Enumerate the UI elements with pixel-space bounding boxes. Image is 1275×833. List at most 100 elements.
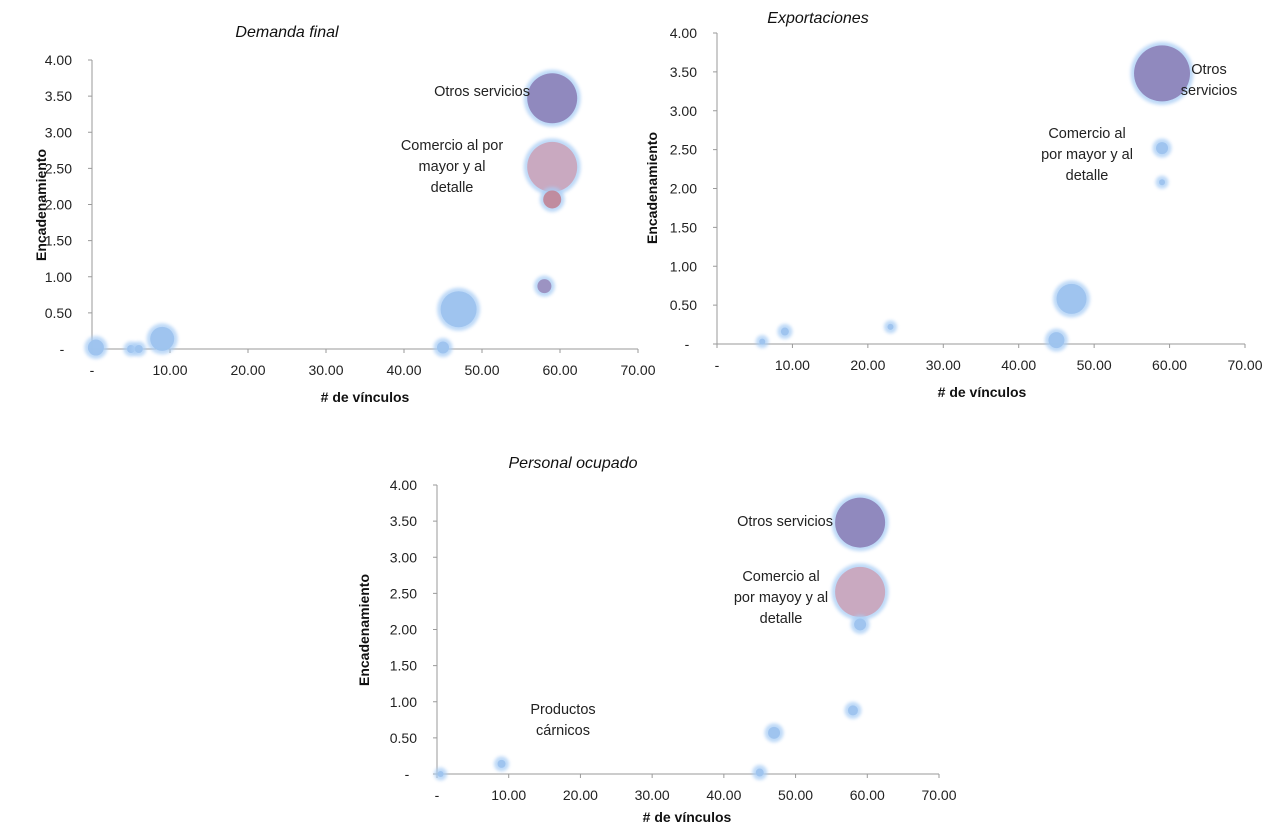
annotation-label: Comercio al por mayoy y al detalle xyxy=(734,569,828,627)
x-tick-label: 60.00 xyxy=(542,362,577,378)
y-tick-label: 4.00 xyxy=(670,25,697,41)
annotation-line: por mayor y al xyxy=(1041,147,1133,163)
y-tick-label: 2.00 xyxy=(390,622,417,638)
bubble-core xyxy=(847,705,858,716)
bubble-core xyxy=(497,759,506,768)
y-tick-label: 1.50 xyxy=(670,219,697,235)
annotation-label: Comercio al por mayor y al detalle xyxy=(1041,126,1133,184)
annotation-line: detalle xyxy=(431,180,474,196)
bubble-point xyxy=(437,287,481,331)
bubble-core xyxy=(440,291,477,328)
annotation-line: Otros servicios xyxy=(737,514,833,530)
bubble-point xyxy=(146,323,178,355)
y-tick-label: 4.00 xyxy=(45,52,72,68)
x-tick-label: 50.00 xyxy=(778,787,813,803)
y-tick-label: 2.00 xyxy=(45,197,72,213)
x-tick-label: - xyxy=(90,362,95,378)
y-tick-label: 0.50 xyxy=(670,297,697,313)
y-tick-label: 3.50 xyxy=(45,88,72,104)
annotation-line: por mayoy y al xyxy=(734,590,828,606)
bubble-core xyxy=(527,73,578,124)
bubble-core xyxy=(887,323,894,330)
bubble-point xyxy=(131,341,147,357)
annotation-label: Comercio al por mayor y al detalle xyxy=(401,138,504,196)
y-tick-label: 2.50 xyxy=(45,160,72,176)
annotation-label: Otros servicios xyxy=(737,514,833,530)
bubble-point xyxy=(1044,328,1068,352)
annotation-line: Otros servicios xyxy=(434,84,530,100)
x-tick-label: 30.00 xyxy=(635,787,670,803)
x-axis-title: # de vínculos xyxy=(938,384,1027,400)
bubble-core xyxy=(755,768,764,777)
bubble-point xyxy=(84,336,108,360)
x-tick-label: 60.00 xyxy=(1152,357,1187,373)
x-tick-label: 20.00 xyxy=(850,357,885,373)
annotation-line: Comercio al por xyxy=(401,138,504,154)
chart-title: Demanda final xyxy=(235,24,339,41)
bubble-core xyxy=(134,345,143,353)
y-tick-label: - xyxy=(405,766,410,782)
annotation-line: detalle xyxy=(760,611,803,627)
x-tick-label: 10.00 xyxy=(775,357,810,373)
bubble-point xyxy=(533,275,555,297)
bubble-point xyxy=(523,69,581,127)
y-tick-label: 2.00 xyxy=(670,181,697,197)
bubble-core xyxy=(437,341,449,354)
y-tick-label: 3.50 xyxy=(670,64,697,80)
bubble-point xyxy=(831,494,889,552)
annotation-line: Otros xyxy=(1191,62,1226,78)
bubble-point xyxy=(539,186,565,212)
x-tick-label: 70.00 xyxy=(620,362,655,378)
x-tick-label: 40.00 xyxy=(1001,357,1036,373)
annotation-line: detalle xyxy=(1066,168,1109,184)
x-tick-label: 10.00 xyxy=(491,787,526,803)
bubble-point xyxy=(433,338,453,358)
x-axis-title: # de vínculos xyxy=(643,809,732,825)
y-tick-label: 4.00 xyxy=(390,477,417,493)
y-tick-label: 3.00 xyxy=(390,549,417,565)
annotation-line: cárnicos xyxy=(536,723,590,739)
bubble-point xyxy=(494,756,510,772)
bubble-point xyxy=(752,765,768,781)
y-axis-title: Encadenamiento xyxy=(644,132,660,244)
x-tick-label: 20.00 xyxy=(230,362,265,378)
y-axis-title: Encadenamiento xyxy=(356,574,372,686)
y-tick-label: 2.50 xyxy=(670,142,697,158)
y-tick-label: 1.50 xyxy=(390,658,417,674)
y-tick-label: 1.00 xyxy=(670,258,697,274)
x-tick-label: 40.00 xyxy=(386,362,421,378)
chart-title: Exportaciones xyxy=(767,10,868,27)
bubble-point xyxy=(755,335,769,349)
chart-title: Personal ocupado xyxy=(509,455,638,472)
annotation-line: Productos xyxy=(530,702,595,718)
x-tick-label: 20.00 xyxy=(563,787,598,803)
x-tick-label: 70.00 xyxy=(921,787,956,803)
chart-exportaciones: - 0.50 1.00 1.50 2.00 2.50 3.00 3.50 4.00 - 10.00 2… xyxy=(644,10,1263,400)
annotation-label: Otros servicios xyxy=(434,84,530,100)
y-tick-label: 3.50 xyxy=(390,513,417,529)
y-tick-label: 0.50 xyxy=(45,305,72,321)
bubble-point xyxy=(1130,41,1194,105)
y-tick-label: 3.00 xyxy=(45,124,72,140)
annotation-label: Productos cárnicos xyxy=(530,702,595,739)
y-tick-label: - xyxy=(685,336,690,352)
bubble-core xyxy=(854,618,867,631)
y-tick-label: 1.00 xyxy=(45,269,72,285)
x-tick-label: 70.00 xyxy=(1227,357,1262,373)
x-tick-label: 30.00 xyxy=(308,362,343,378)
x-tick-label: 50.00 xyxy=(464,362,499,378)
x-tick-label: 50.00 xyxy=(1077,357,1112,373)
bubble-core xyxy=(543,190,562,209)
bubble-core xyxy=(1048,332,1065,349)
bubble-core xyxy=(150,326,175,351)
bubble-core xyxy=(768,726,781,739)
x-tick-label: 10.00 xyxy=(152,362,187,378)
bubble-point xyxy=(434,767,448,781)
bubble-point xyxy=(1155,175,1169,189)
y-tick-label: - xyxy=(60,341,65,357)
bubble-core xyxy=(87,339,104,356)
x-tick-label: 30.00 xyxy=(926,357,961,373)
annotation-line: mayor y al xyxy=(419,159,486,175)
bubble-core xyxy=(835,497,886,548)
